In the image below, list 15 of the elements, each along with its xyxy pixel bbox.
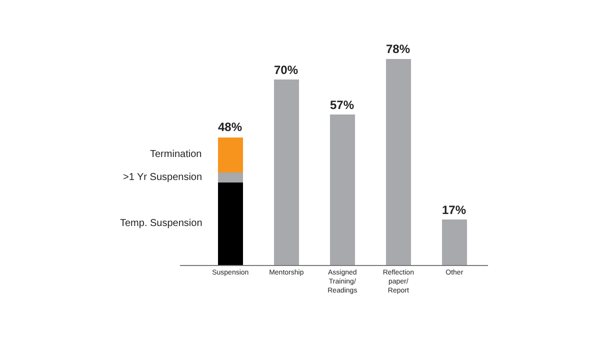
- annotation: 78%: [386, 42, 410, 56]
- annotation: 57%: [330, 98, 354, 112]
- bar: [218, 182, 243, 265]
- series-label: Termination: [150, 149, 202, 160]
- annotation: 17%: [442, 203, 466, 217]
- annotation: 48%: [218, 120, 242, 134]
- bar: [442, 220, 467, 265]
- series-label: >1 Yr Suspension: [123, 172, 202, 183]
- bar: [386, 59, 411, 265]
- series-label: Temp. Suspension: [120, 218, 202, 229]
- bar: [274, 80, 299, 265]
- bar: [330, 114, 355, 265]
- annotation: 70%: [274, 63, 298, 77]
- bar: [218, 137, 243, 172]
- bar: [218, 172, 243, 183]
